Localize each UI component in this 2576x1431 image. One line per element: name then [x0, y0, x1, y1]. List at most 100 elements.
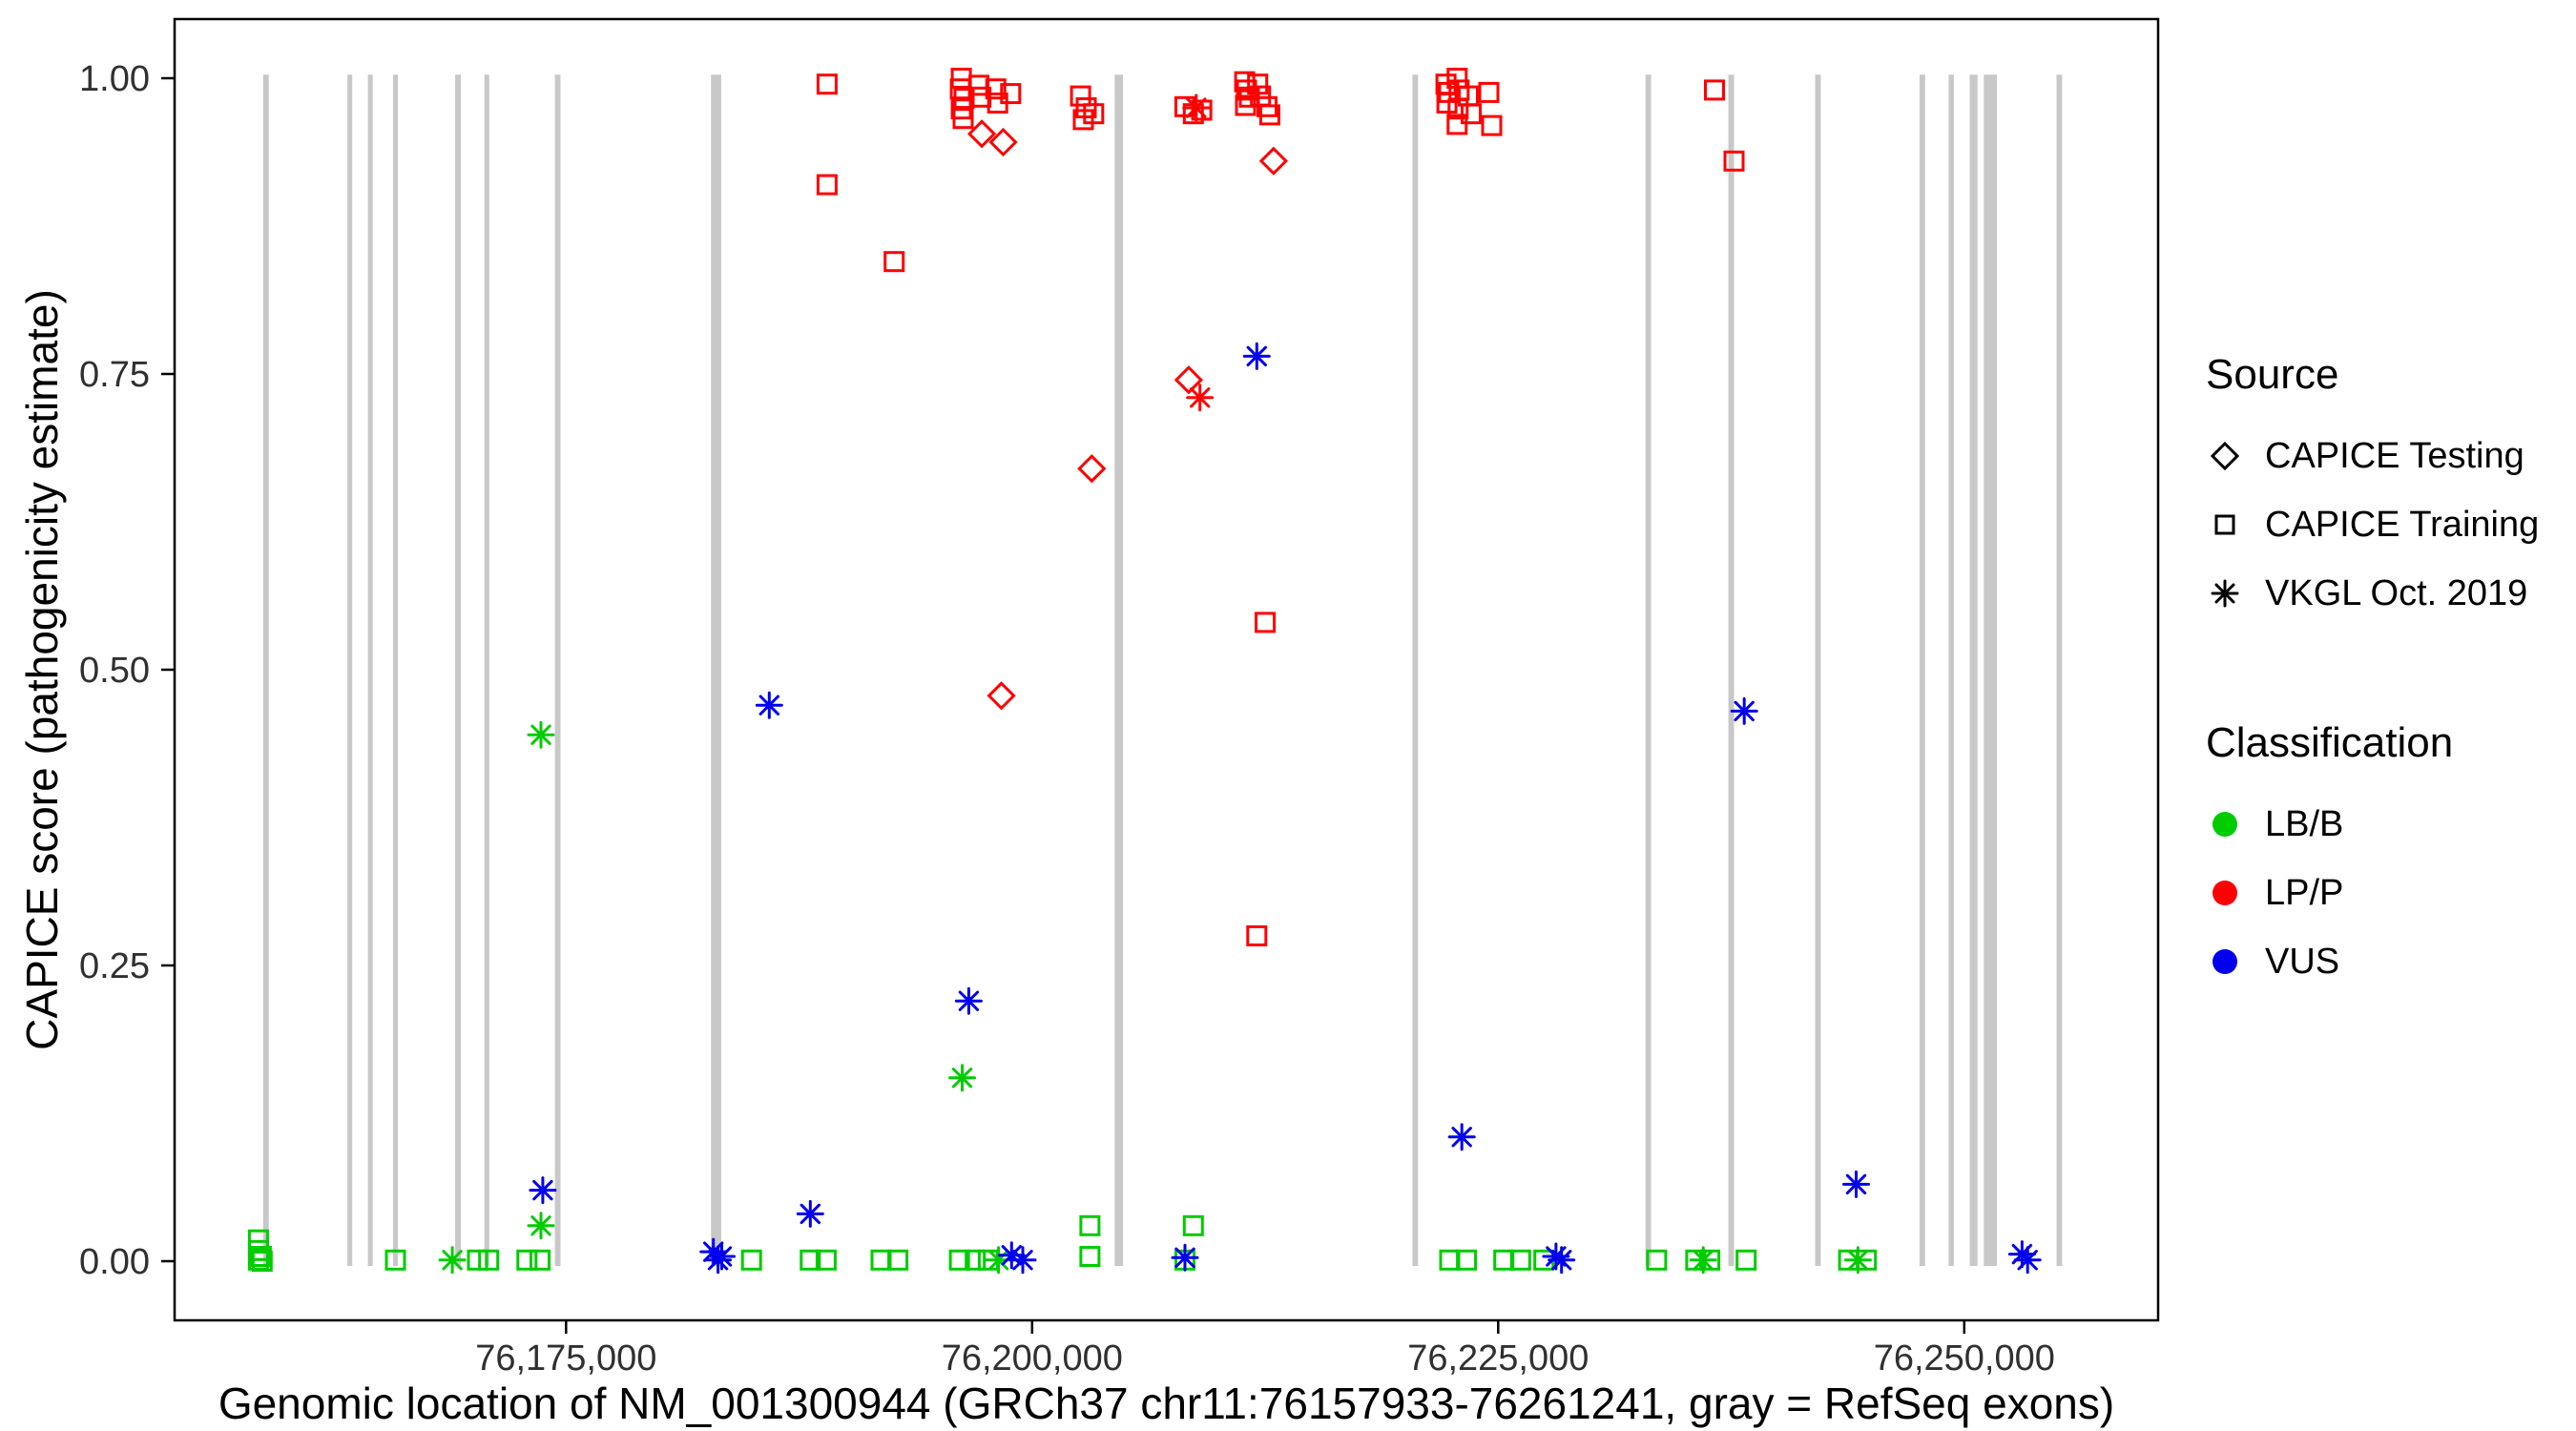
point-square-B: [1456, 1249, 1478, 1271]
point-square-P: [883, 251, 905, 273]
refseq-exon-bar: [1815, 74, 1821, 1266]
refseq-exon-bar: [262, 74, 269, 1266]
point-asterisk-V: [954, 986, 983, 1015]
refseq-exon-bar: [455, 74, 461, 1266]
point-asterisk-V: [1842, 1170, 1870, 1198]
point-square-P: [816, 73, 838, 95]
point-square-P: [1704, 79, 1725, 101]
y-tick-label: 0.75: [79, 355, 150, 395]
x-tick-label: 76,225,000: [1407, 1338, 1589, 1379]
legend-item-capice-testing: CAPICE Testing: [2206, 422, 2539, 490]
legend-item-label: VKGL Oct. 2019: [2265, 572, 2528, 613]
asterisk-arm: [1246, 345, 1267, 367]
asterisk-arm: [1693, 1250, 1714, 1271]
point-asterisk-B: [1689, 1246, 1717, 1275]
refseq-exon-bar: [554, 74, 561, 1266]
point-asterisk-B: [527, 720, 555, 749]
point-square-P: [985, 78, 1007, 100]
point-square-P: [1070, 85, 1091, 107]
point-asterisk-B: [948, 1064, 976, 1092]
point-diamond-P: [988, 127, 1018, 157]
asterisk-arm: [2017, 1250, 2038, 1271]
point-square-B: [530, 1249, 551, 1271]
point-diamond-P: [966, 119, 997, 149]
asterisk-arm: [1190, 387, 1211, 408]
square-icon: [2206, 506, 2244, 544]
point-square-P: [816, 174, 838, 196]
green-dot-icon: [2206, 805, 2244, 843]
point-square-B: [251, 1251, 273, 1272]
legend-item-label: CAPICE Testing: [2265, 435, 2524, 476]
asterisk-arm: [1451, 1127, 1472, 1148]
point-square-B: [247, 1229, 269, 1251]
point-square-P: [1246, 925, 1268, 946]
point-asterisk-B: [527, 1212, 555, 1240]
refseq-exon-bar: [1728, 74, 1735, 1266]
asterisk-arm: [800, 1203, 821, 1225]
asterisk-arm: [1551, 1250, 1572, 1271]
legend-classification-title: Classification: [2206, 719, 2454, 766]
refseq-exon-bar: [367, 74, 373, 1266]
y-axis-title: CAPICE score (pathogenicity estimate): [17, 289, 67, 1050]
legend-source-title: Source: [2206, 351, 2339, 398]
refseq-exon-bar: [393, 74, 399, 1266]
point-square-B: [1079, 1214, 1101, 1236]
asterisk-arm: [758, 695, 779, 716]
point-diamond-P: [1258, 146, 1289, 176]
point-square-B: [800, 1249, 821, 1271]
point-square-B: [516, 1249, 538, 1271]
point-square-B: [887, 1249, 909, 1271]
point-asterisk-B: [438, 1246, 467, 1275]
point-square-P: [1075, 97, 1097, 118]
asterisk-arm: [703, 1241, 724, 1262]
point-asterisk-V: [529, 1176, 557, 1205]
point-asterisk-V: [708, 1242, 736, 1271]
legend-item-capice-training: CAPICE Training: [2206, 490, 2539, 559]
refseq-exon-bar: [484, 74, 489, 1266]
legend-item-vus: VUS: [2206, 927, 2539, 996]
asterisk-arm: [532, 1179, 553, 1201]
refseq-exon-bar: [1948, 74, 1954, 1266]
point-asterisk-V: [755, 691, 783, 719]
asterisk-arm: [1001, 1245, 1022, 1266]
asterisk-arm: [1734, 700, 1755, 722]
point-square-P: [950, 68, 972, 89]
asterisk-arm: [442, 1250, 463, 1271]
point-asterisk-V: [1730, 696, 1758, 725]
point-square-B: [948, 1249, 970, 1271]
refseq-exon-bar: [1114, 74, 1124, 1266]
point-square-P: [1436, 93, 1458, 114]
point-square-P: [1723, 150, 1745, 172]
legend-item-vkgl: VKGL Oct. 2019: [2206, 559, 2539, 628]
asterisk-arm: [530, 724, 551, 745]
point-square-P: [1461, 103, 1482, 125]
refseq-exon-bar: [2056, 74, 2063, 1266]
legend-item-label: LP/P: [2265, 872, 2344, 913]
legend: Source CAPICE Testing CAPICE Training VK…: [2206, 351, 2539, 996]
point-square-B: [815, 1249, 837, 1271]
y-tick-label: 0.25: [79, 946, 150, 986]
point-square-P: [1236, 79, 1257, 101]
point-square-P: [952, 108, 974, 130]
point-asterisk-P: [1182, 93, 1211, 122]
x-tick-label: 76,250,000: [1874, 1338, 2055, 1379]
asterisk-icon: [2206, 574, 2244, 612]
point-square-P: [1247, 73, 1269, 95]
asterisk-arm: [530, 1215, 551, 1236]
y-tick-label: 1.00: [79, 59, 150, 99]
point-asterisk-V: [1447, 1123, 1476, 1151]
point-square-B: [1735, 1249, 1757, 1271]
point-square-B: [740, 1249, 762, 1271]
blue-dot-icon: [2206, 943, 2244, 981]
point-square-P: [1000, 83, 1022, 105]
point-diamond-P: [1174, 365, 1204, 395]
refseq-exon-bar: [1645, 74, 1652, 1266]
point-square-B: [467, 1249, 488, 1271]
legend-item-label: LB/B: [2265, 803, 2344, 844]
point-square-P: [1446, 68, 1468, 89]
panel-border: [173, 17, 2160, 1322]
point-asterisk-P: [1186, 384, 1215, 412]
legend-item-label: CAPICE Training: [2265, 504, 2540, 545]
point-square-B: [384, 1249, 406, 1271]
diamond-icon: [2206, 437, 2244, 475]
